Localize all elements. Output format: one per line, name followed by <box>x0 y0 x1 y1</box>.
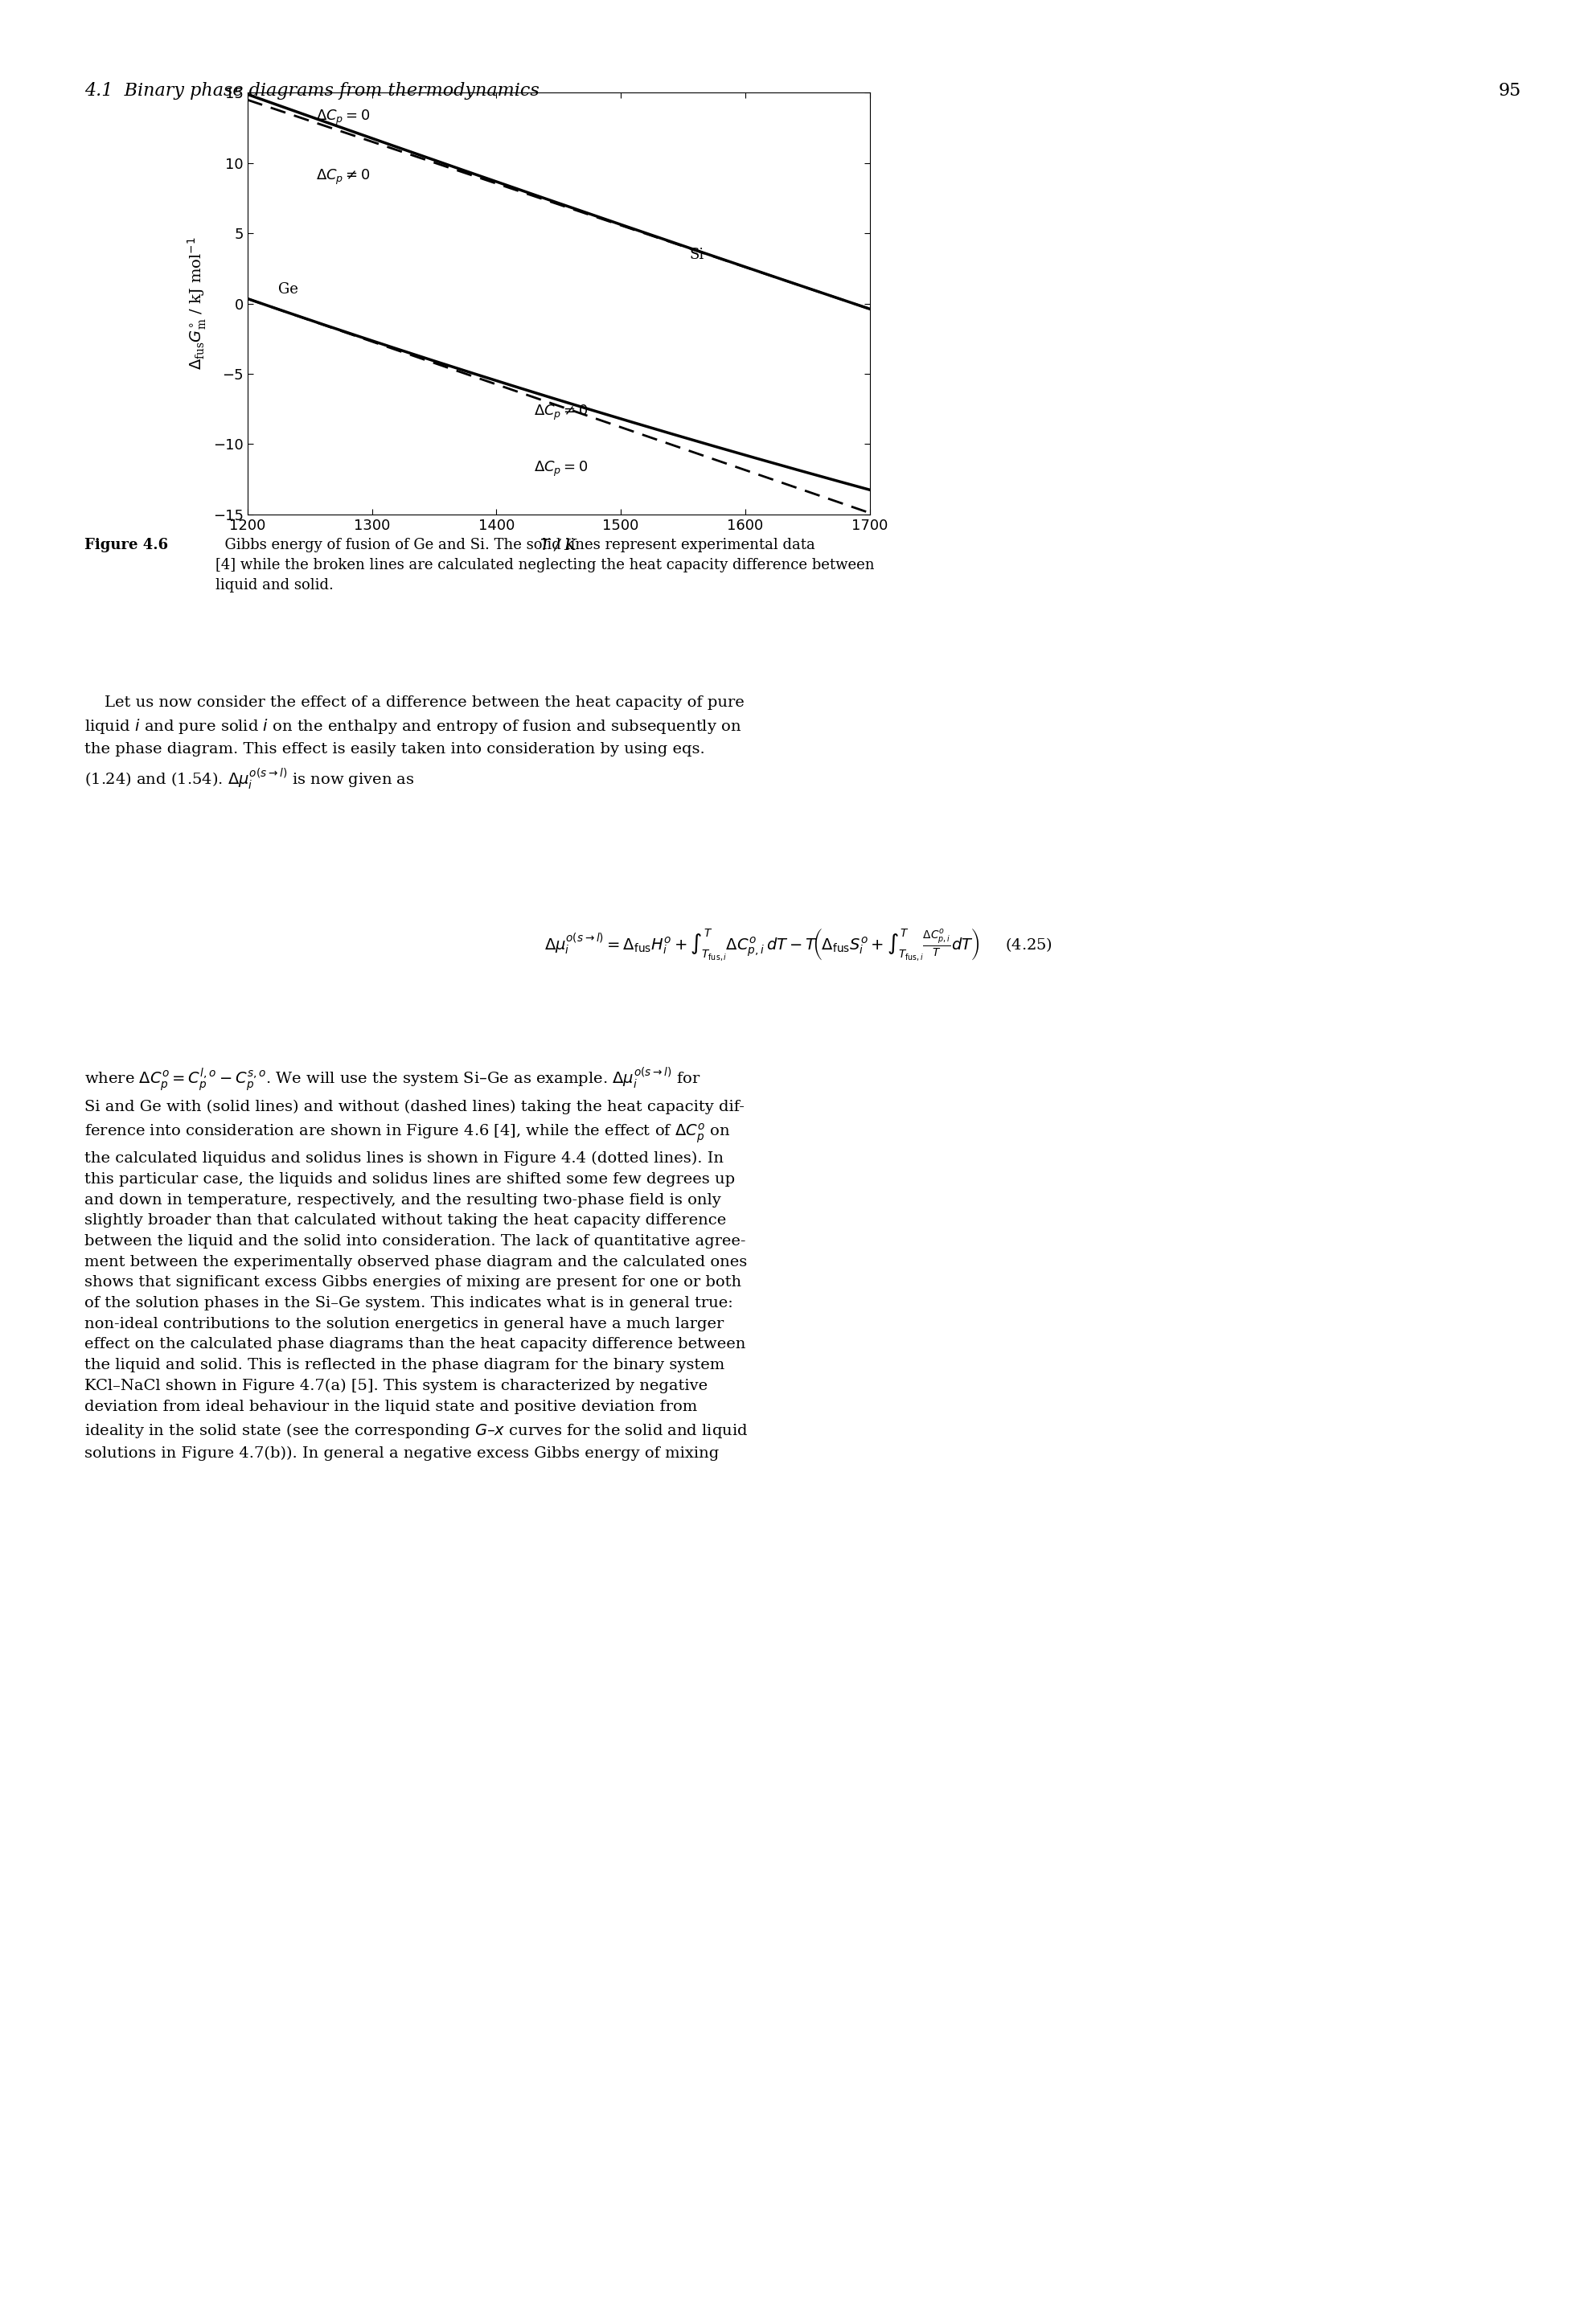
Text: Let us now consider the effect of a difference between the heat capacity of pure: Let us now consider the effect of a diff… <box>85 695 744 790</box>
Text: $\Delta C_p = 0$: $\Delta C_p = 0$ <box>316 109 370 127</box>
Text: Si: Si <box>689 248 704 262</box>
Text: $\Delta C_p \neq 0$: $\Delta C_p \neq 0$ <box>316 167 370 185</box>
Y-axis label: $\Delta_{\mathregular{fus}}G^{\circ}_{\mathregular{m}}$ / kJ mol$^{-1}$: $\Delta_{\mathregular{fus}}G^{\circ}_{\m… <box>187 236 209 371</box>
Text: where $\Delta C_p^o = C_p^{l,o} - C_p^{s,o}$. We will use the system Si–Ge as ex: where $\Delta C_p^o = C_p^{l,o} - C_p^{s… <box>85 1066 749 1462</box>
Text: $\Delta C_p \neq 0$: $\Delta C_p \neq 0$ <box>533 403 587 422</box>
Text: 95: 95 <box>1499 83 1521 100</box>
Text: Figure 4.6: Figure 4.6 <box>85 538 168 551</box>
Text: Ge: Ge <box>279 283 298 297</box>
Text: $\Delta\mu_i^{o(s\rightarrow l)} = \Delta_{\rm fus}H_i^o + \int_{T_{{\rm fus},i}: $\Delta\mu_i^{o(s\rightarrow l)} = \Delt… <box>544 927 1052 964</box>
Text: $\Delta C_p = 0$: $\Delta C_p = 0$ <box>533 461 587 480</box>
X-axis label: $T$ / K: $T$ / K <box>539 538 578 551</box>
Text: 4.1  Binary phase diagrams from thermodynamics: 4.1 Binary phase diagrams from thermodyn… <box>85 83 539 100</box>
Text: Gibbs energy of fusion of Ge and Si. The solid lines represent experimental data: Gibbs energy of fusion of Ge and Si. The… <box>215 538 875 593</box>
